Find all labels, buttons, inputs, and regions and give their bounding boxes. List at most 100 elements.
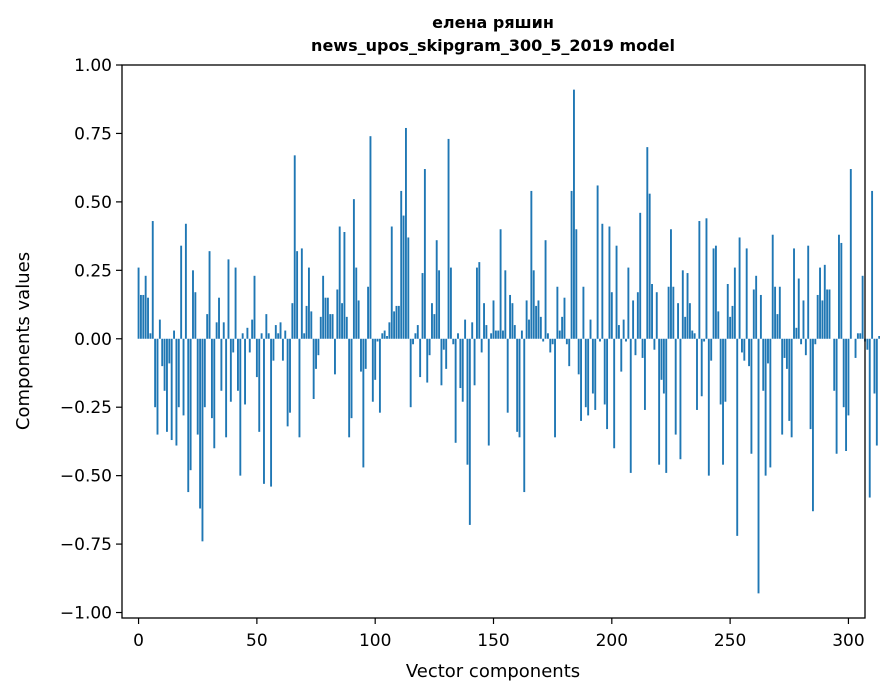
bar [386, 336, 388, 339]
bar [227, 259, 230, 339]
bar [714, 245, 717, 339]
y-tick-label: −0.50 [60, 467, 112, 487]
bar [525, 300, 528, 339]
x-tick-label: 250 [714, 631, 746, 651]
bar [617, 325, 620, 339]
bar [544, 240, 547, 339]
bar [142, 294, 145, 339]
bar [324, 297, 327, 339]
bar [203, 338, 206, 408]
bar [166, 338, 168, 432]
bar [518, 338, 521, 438]
bar [608, 226, 611, 339]
bar [551, 338, 554, 345]
bar [312, 338, 315, 399]
bar [360, 338, 362, 372]
bar [336, 289, 339, 339]
bar [546, 333, 549, 339]
bar [357, 300, 360, 339]
bar [795, 327, 798, 339]
bar [319, 316, 322, 339]
bar [561, 316, 564, 339]
bar [783, 338, 786, 358]
bar [267, 333, 270, 339]
bar [471, 322, 474, 339]
bar [449, 267, 452, 339]
bar [381, 333, 384, 339]
bars-group [137, 89, 880, 594]
bar [156, 338, 159, 435]
bar [613, 338, 616, 449]
bar [213, 338, 216, 449]
bar [712, 248, 715, 339]
bar [724, 338, 727, 402]
bar [759, 294, 762, 339]
bar [672, 286, 675, 339]
bar [180, 245, 183, 339]
bar [530, 190, 533, 339]
bar [343, 232, 346, 339]
bar [298, 338, 301, 438]
bar [192, 270, 194, 339]
bar [840, 242, 843, 339]
bar [797, 278, 800, 339]
bar [239, 338, 242, 476]
bar [549, 338, 552, 353]
bar [222, 322, 225, 339]
plot-frame [121, 64, 866, 619]
bar [272, 338, 275, 361]
bar [407, 237, 410, 339]
bar [828, 289, 831, 339]
bar [821, 300, 824, 339]
bar [802, 300, 805, 339]
bar [447, 138, 450, 339]
bar [868, 338, 871, 498]
x-tick-label: 50 [246, 631, 268, 651]
y-axis-ticks: 1.00 0.75 0.50 0.25 0.00 −0.25 −0.50 −0.75 −1.00 [60, 56, 122, 624]
bar [741, 338, 743, 353]
bar [703, 338, 706, 342]
bar [856, 333, 859, 339]
bar [215, 322, 218, 339]
bar [168, 338, 171, 364]
bar [431, 303, 433, 339]
bar [177, 338, 180, 408]
bar [161, 338, 164, 367]
bar [762, 338, 765, 391]
bar [568, 338, 571, 367]
bar [707, 338, 710, 476]
bar [601, 223, 604, 339]
chart-title-line-1: елена ряшин [432, 13, 554, 32]
bar [523, 338, 526, 493]
bar [693, 333, 696, 339]
y-tick-label: 0.50 [74, 193, 112, 213]
bar [532, 270, 535, 339]
bar [371, 338, 374, 402]
bar [653, 338, 656, 350]
bar [244, 338, 246, 405]
bar [423, 169, 426, 339]
bar [814, 338, 817, 345]
x-tick-label: 300 [832, 631, 864, 651]
bar [208, 251, 211, 339]
bar [812, 338, 814, 512]
bar [738, 237, 741, 339]
bar [367, 286, 370, 339]
bar [513, 325, 516, 339]
bar [662, 338, 665, 394]
bar [520, 330, 523, 339]
bar [771, 234, 774, 339]
bar [490, 333, 493, 339]
bar [577, 338, 580, 375]
bar [464, 319, 467, 339]
bar [847, 338, 850, 416]
y-tick-label: −0.75 [60, 535, 112, 555]
bar [591, 338, 594, 394]
bar [466, 338, 469, 465]
bar [147, 297, 149, 339]
bar [873, 338, 876, 394]
bar [511, 303, 514, 339]
bar [253, 275, 256, 339]
bar [726, 284, 729, 339]
